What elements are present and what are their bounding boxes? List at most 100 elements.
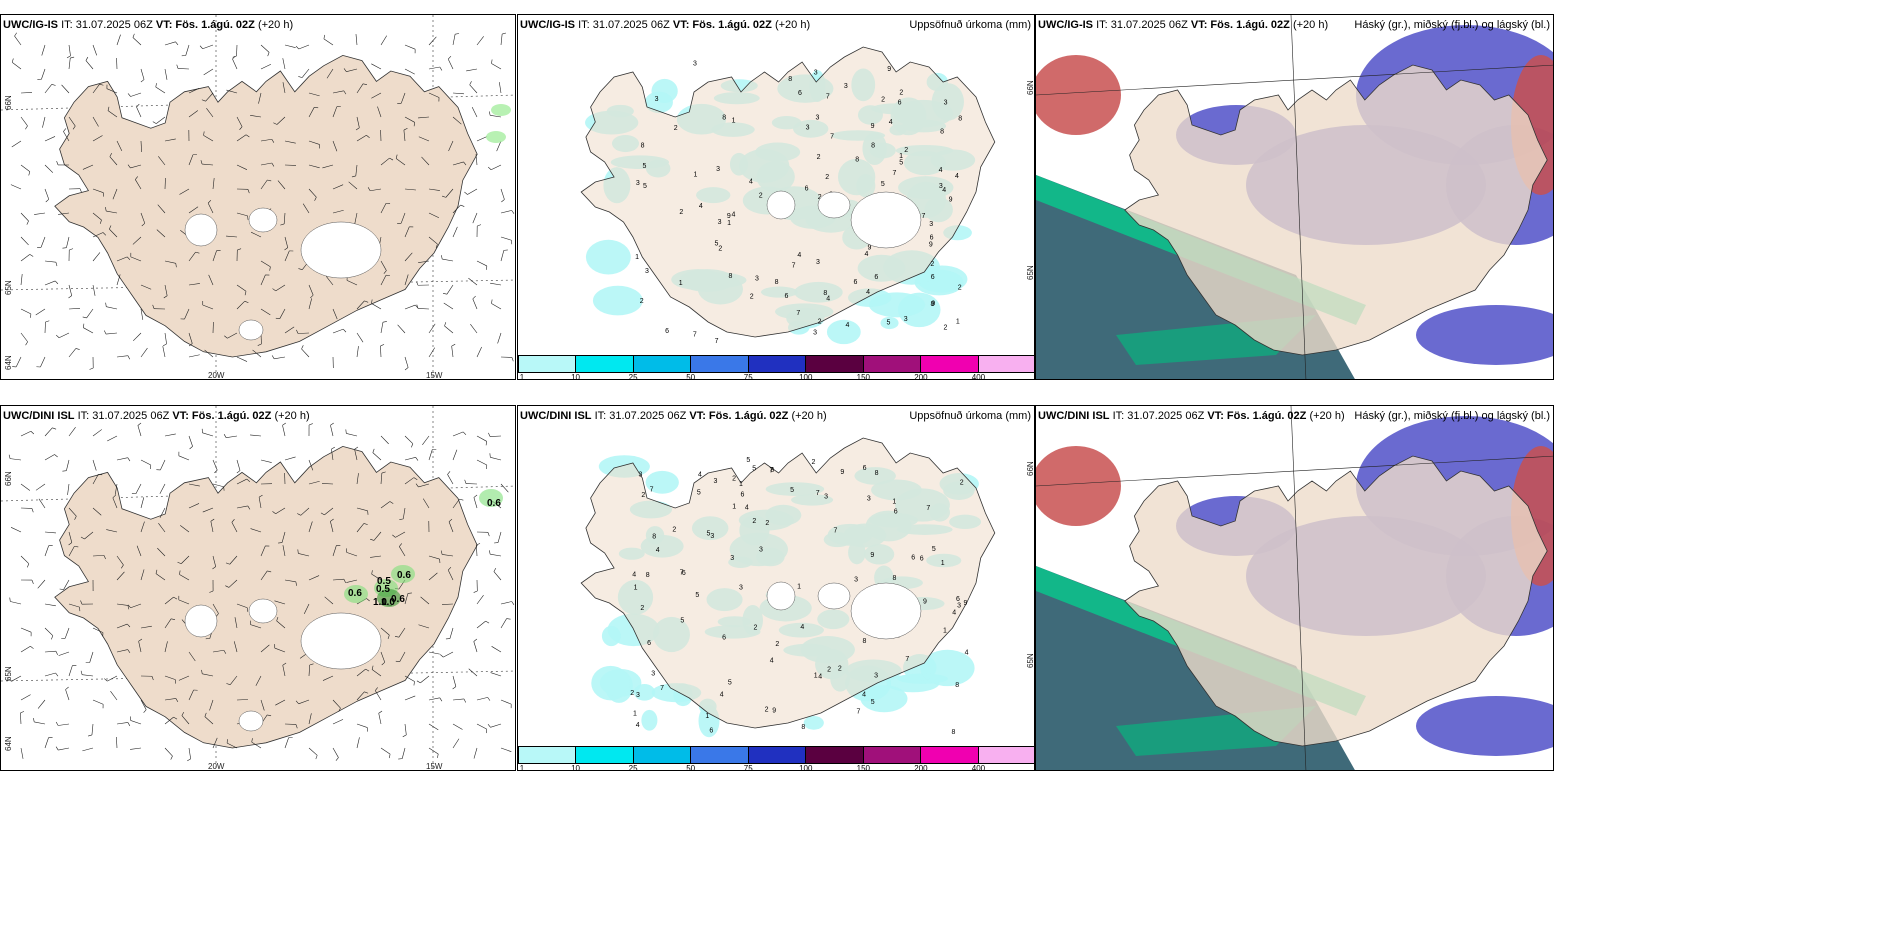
precip-value: 7 — [834, 528, 838, 535]
precip-value: 4 — [965, 649, 969, 656]
precip-value: 4 — [939, 167, 943, 174]
precip-value: 5 — [695, 592, 699, 599]
precip-value: 6 — [798, 90, 802, 97]
precip-area — [644, 91, 673, 114]
colorbar-swatch — [978, 356, 1034, 372]
precip-value: 4 — [942, 187, 946, 194]
colorbar-swatch — [748, 356, 807, 372]
precip-value: 4 — [731, 212, 735, 219]
precip-value: 3 — [739, 584, 743, 591]
colorbar-tick: 400 — [971, 373, 986, 380]
iceland-landmass — [1124, 455, 1548, 747]
precip-value: 1 — [705, 713, 709, 720]
precip-value: 1 — [635, 254, 639, 261]
precip-area — [592, 285, 643, 316]
panel-header: UWC/IG-IS IT: 31.07.2025 06Z VT: Fös. 1.… — [520, 19, 811, 31]
precip-value: 6 — [894, 509, 898, 516]
colorbar-tick: 1 — [519, 764, 525, 771]
precip-value: 2 — [827, 667, 831, 674]
precip-area — [591, 665, 630, 701]
precip-value: 7 — [680, 569, 684, 576]
panel-precip-igis: UWC/IG-IS IT: 31.07.2025 06Z VT: Fös. 1.… — [517, 14, 1035, 380]
lat-label-66: 66N — [4, 95, 13, 110]
precip-value: 1 — [814, 673, 818, 680]
precip-value: 9 — [923, 599, 927, 606]
precip-value: 4 — [797, 252, 801, 259]
wind-contour-area — [486, 131, 506, 143]
colorbar-swatch — [748, 747, 807, 763]
precip-value: 2 — [881, 96, 885, 103]
precip-value: 6 — [931, 274, 935, 281]
precip-value: 2 — [817, 154, 821, 161]
precip-value: 5 — [715, 240, 719, 247]
contour-label: 1.0 — [373, 597, 387, 608]
precip-value: 5 — [643, 183, 647, 190]
colorbar-tick: 10 — [571, 764, 580, 771]
precip-value: 2 — [679, 209, 683, 216]
precip-value: 8 — [788, 76, 792, 83]
contour-label: 0.6 — [397, 570, 411, 581]
precip-value: 1 — [732, 504, 736, 511]
contour-label: 0.5 — [376, 584, 390, 595]
precip-value: 7 — [926, 505, 930, 512]
lat-label-64: 64N — [4, 736, 13, 751]
precip-value: 5 — [932, 546, 936, 553]
precip-value: 3 — [944, 99, 948, 106]
precip-value: 8 — [871, 143, 875, 150]
colorbar-ticks: 1 10 25 50 75 100 150 200 400 — [518, 373, 1034, 380]
precip-value: 6 — [956, 596, 960, 603]
precip-value: 2 — [754, 625, 758, 632]
precip-value: 2 — [718, 246, 722, 253]
lon-label-20: 20W — [208, 371, 225, 380]
precip-value: 1 — [941, 560, 945, 567]
precip-value: 3 — [814, 70, 818, 77]
panel-right-title: Uppsöfnuð úrkoma (mm) — [909, 410, 1031, 422]
precip-value: 9 — [871, 123, 875, 130]
precip-value: 7 — [693, 331, 697, 338]
panel-precip-dini: UWC/DINI ISL IT: 31.07.2025 06Z VT: Fös.… — [517, 405, 1035, 771]
wind-contour-area — [479, 489, 503, 507]
precip-value: 4 — [818, 674, 822, 681]
precip-value: 9 — [887, 66, 891, 73]
glacier — [300, 221, 382, 279]
panel-header: UWC/IG-IS IT: 31.07.2025 06Z VT: Fös. 1.… — [1038, 19, 1329, 31]
precip-value: 9 — [727, 213, 731, 220]
precip-value: 6 — [911, 555, 915, 562]
precip-value: 7 — [792, 262, 796, 269]
precip-value: 3 — [867, 496, 871, 503]
glacier — [184, 213, 218, 247]
colorbar-tick: 150 — [856, 373, 871, 380]
precip-value: 4 — [952, 610, 956, 617]
colorbar-tick: 100 — [799, 373, 813, 380]
precip-value: 4 — [800, 624, 804, 631]
precip-value: 4 — [745, 504, 749, 511]
contour-label: 0.5 — [377, 576, 391, 587]
precip-area — [826, 319, 861, 345]
glacier — [766, 190, 796, 220]
precip-value: 3 — [854, 576, 858, 583]
colorbar-tick: 200 — [914, 764, 928, 771]
precip-value: 4 — [955, 173, 959, 180]
precip-value: 2 — [960, 480, 964, 487]
precip-value: 2 — [674, 125, 678, 132]
colorbar-tick: 150 — [856, 764, 871, 771]
colorbar-tick: 50 — [686, 373, 696, 380]
precip-value: 5 — [642, 163, 646, 170]
precip-value: 4 — [656, 547, 660, 554]
panel-header: UWC/DINI ISL IT: 31.07.2025 06Z VT: Fös.… — [1038, 410, 1345, 422]
precip-value: 3 — [710, 533, 714, 540]
precip-value: 5 — [746, 457, 750, 464]
precip-value: 8 — [940, 129, 944, 136]
precip-value: 3 — [816, 114, 820, 121]
precip-value: 3 — [636, 692, 640, 699]
precip-value: 5 — [881, 181, 885, 188]
glacier — [238, 710, 264, 732]
precip-value: 4 — [636, 722, 640, 729]
precip-value: 9 — [931, 301, 935, 308]
precip-value: 5 — [680, 617, 684, 624]
precip-value: 9 — [963, 600, 967, 607]
panel-header: UWC/DINI ISL IT: 31.07.2025 06Z VT: Fös.… — [3, 410, 310, 422]
panel-cloud-igis: UWC/IG-IS IT: 31.07.2025 06Z VT: Fös. 1.… — [1035, 14, 1554, 380]
colorbar-swatch — [576, 747, 634, 763]
precip-value: 6 — [784, 293, 788, 300]
